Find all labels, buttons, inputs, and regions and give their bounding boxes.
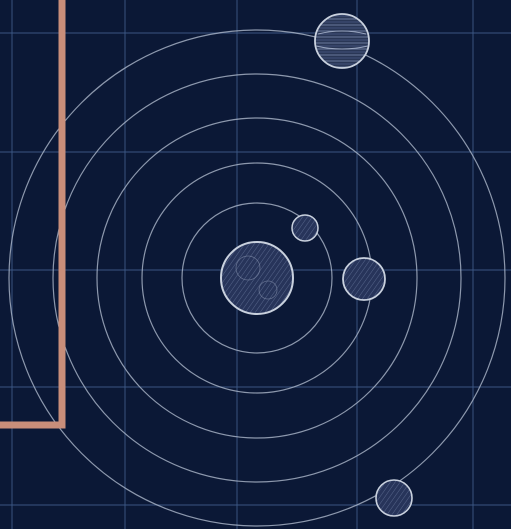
planet-bottom-icon (375, 479, 413, 517)
planet-right-icon (342, 257, 386, 301)
planet-small-icon (291, 214, 319, 242)
orbit-ring (52, 73, 462, 483)
sun-icon (220, 241, 294, 315)
orbit-ring (96, 117, 418, 439)
copper-frame (0, 0, 66, 429)
planet-gas-giant-icon (314, 13, 370, 69)
orbit-ring (8, 29, 506, 527)
orbit-ring (181, 202, 333, 354)
